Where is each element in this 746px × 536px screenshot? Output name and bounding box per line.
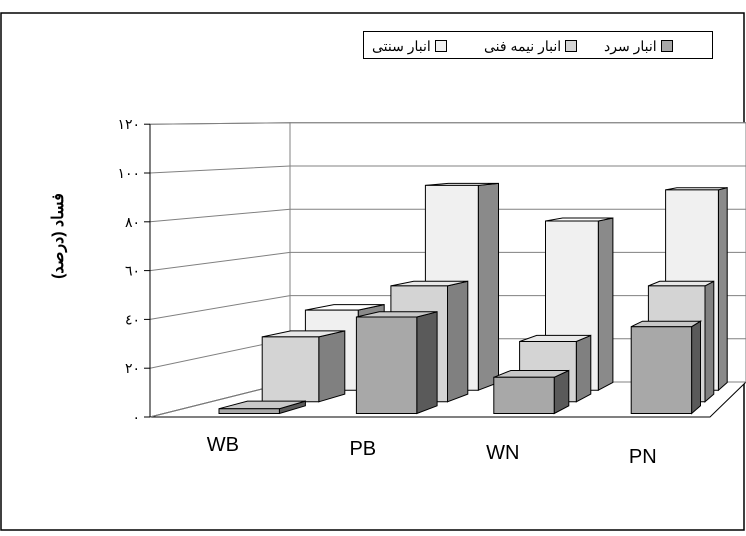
legend-swatch-traditional <box>434 40 447 52</box>
x-axis-labels: WB PB WN PN <box>207 434 657 468</box>
bar-side <box>318 330 346 403</box>
bar-front <box>630 326 693 414</box>
bar-side <box>704 280 715 403</box>
x-tick-label: PB <box>349 438 376 460</box>
bar <box>218 400 306 415</box>
gridline <box>149 208 746 223</box>
legend-item-cold: انبار سرد <box>604 38 673 54</box>
legend-label-semi: انبار نیمه فنی <box>484 37 562 54</box>
y-axis-label: فساد (درصد) <box>50 193 67 279</box>
bar-side <box>691 320 701 415</box>
y-tick-label: ١٢٠ <box>117 117 140 133</box>
y-tick-label: ٨٠ <box>125 215 140 231</box>
bar-side <box>597 217 614 392</box>
bar <box>493 369 570 415</box>
bar-front <box>218 408 280 414</box>
legend: انبار سرد انبار نیمه فنی انبار سنتی <box>363 31 713 59</box>
bar-front <box>261 336 320 403</box>
legend-label-cold: انبار سرد <box>604 37 657 54</box>
bar-side <box>477 182 499 391</box>
legend-item-semi: انبار نیمه فنی <box>484 37 578 54</box>
bar-side <box>717 187 728 392</box>
bar-top <box>630 320 703 328</box>
bar-front <box>493 376 555 414</box>
gridline <box>149 165 746 174</box>
bar-top <box>648 280 715 287</box>
bar <box>261 330 346 403</box>
bar <box>630 320 703 415</box>
bar <box>355 311 438 415</box>
legend-swatch-semi <box>565 40 578 52</box>
bar-side <box>553 369 570 415</box>
y-tick-label: ٢٠ <box>125 361 140 377</box>
bar-side <box>416 311 438 415</box>
legend-item-traditional: انبار سنتی <box>372 38 447 54</box>
y-tick-label: ٤٠ <box>125 312 140 328</box>
x-tick-label: WN <box>486 442 519 464</box>
bar-front <box>355 316 418 414</box>
bars <box>218 182 728 415</box>
y-tick-label: ٦٠ <box>125 264 140 280</box>
y-axis-ticks: ٠ ٢٠ ٤٠ ٦٠ ٨٠ ١٠٠ ١٢٠ <box>117 117 151 426</box>
bar-side <box>575 334 592 403</box>
x-tick-label: PN <box>629 446 657 468</box>
legend-label-traditional: انبار سنتی <box>372 37 431 54</box>
x-tick-label: WB <box>207 434 239 456</box>
legend-swatch-cold <box>660 40 673 52</box>
bar-side <box>447 280 469 403</box>
gridline <box>149 122 746 125</box>
y-tick-label: ١٠٠ <box>117 166 140 182</box>
y-tick-label: ٠ <box>132 410 140 426</box>
